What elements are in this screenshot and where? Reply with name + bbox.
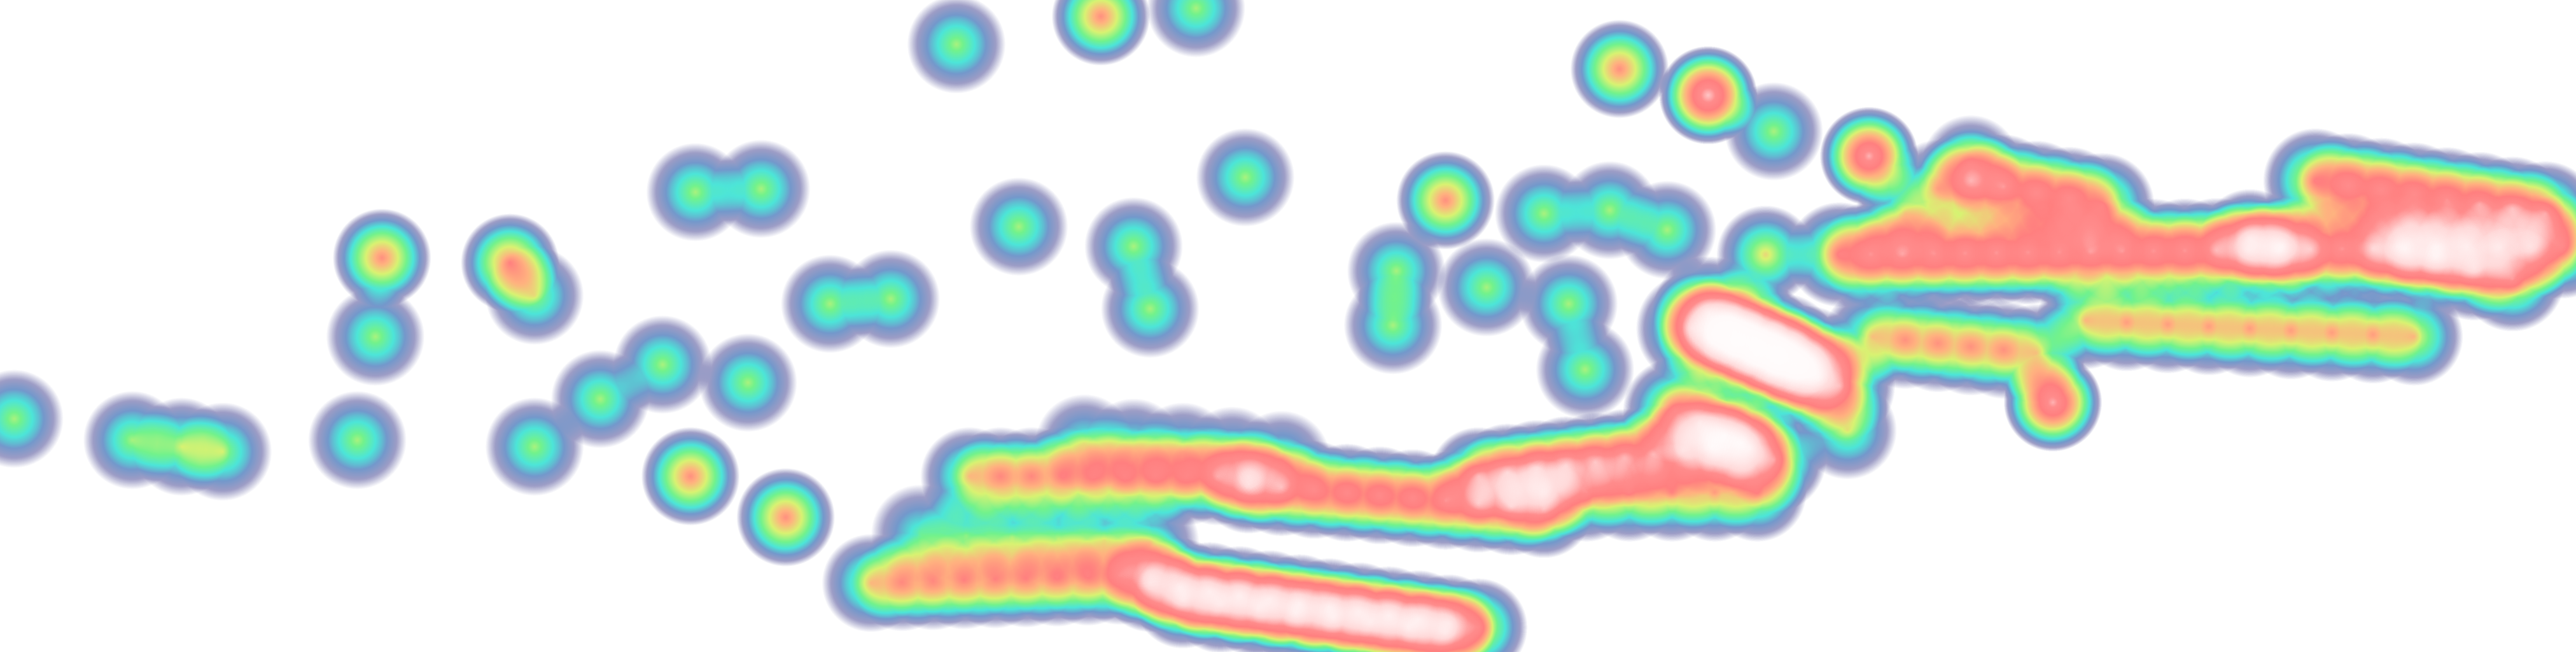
heat-spot <box>308 390 407 490</box>
heat-spot <box>699 333 797 432</box>
heat-spot <box>969 177 1068 276</box>
heat-spot <box>736 468 836 567</box>
heat-spot <box>1196 128 1295 227</box>
heat-spot <box>1100 259 1200 358</box>
heat-spot <box>641 427 740 526</box>
heat-spot <box>1051 0 1151 66</box>
heat-spot <box>1396 583 1495 652</box>
heat-spot <box>2460 226 2565 332</box>
heat-spot <box>461 213 559 313</box>
heat-spot <box>1921 115 2020 214</box>
heat-spot <box>1658 46 1758 145</box>
heat-spot <box>1232 410 1331 509</box>
heat-spot <box>326 287 425 386</box>
heat-spot <box>841 250 941 348</box>
heat-spot <box>173 402 272 501</box>
heat-spot <box>1570 19 1669 118</box>
heat-spot <box>1618 180 1717 280</box>
heat-spot <box>1536 320 1635 419</box>
heat-spot <box>613 315 712 414</box>
heat-spot <box>1396 151 1495 250</box>
heat-spot <box>0 369 64 469</box>
heat-spot <box>2233 197 2332 296</box>
heat-spot <box>2049 152 2155 258</box>
heat-spot <box>711 139 811 239</box>
heat-spot <box>1721 407 1827 513</box>
heat-spot <box>1437 238 1536 337</box>
heat-spot <box>907 0 1006 94</box>
heat-spot <box>2365 287 2463 386</box>
heat-spot <box>1147 0 1245 58</box>
heat-spot <box>1343 276 1443 375</box>
heat-spot <box>332 208 431 308</box>
